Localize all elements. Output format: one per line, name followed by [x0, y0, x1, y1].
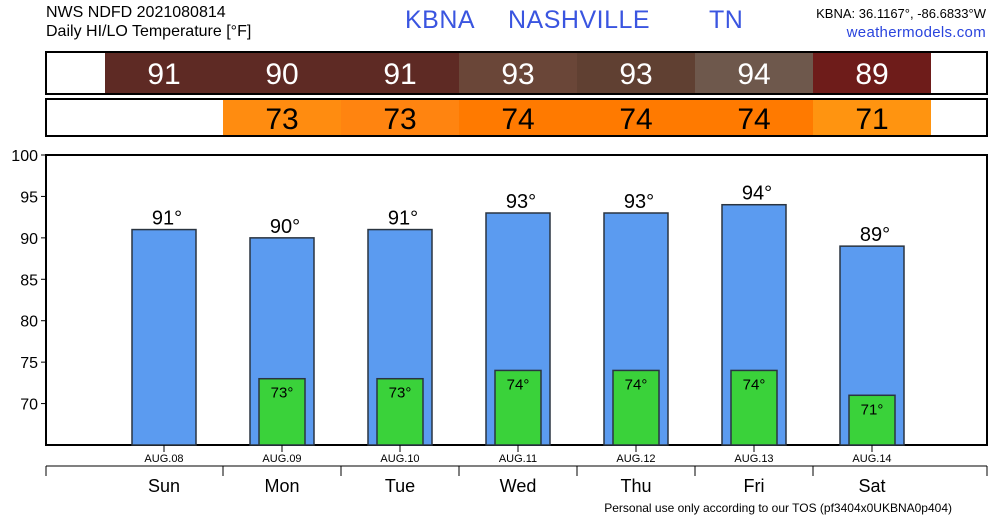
high-bar-label: 93° — [506, 191, 536, 213]
high-strip-cell — [223, 53, 341, 93]
x-day-label: Fri — [744, 476, 765, 496]
high-strip-value: 91 — [383, 58, 416, 91]
low-bar — [730, 369, 778, 446]
high-strip-cell — [105, 53, 223, 93]
x-date-label: AUG.10 — [380, 453, 419, 465]
low-bar — [258, 377, 306, 446]
low-bar-label: 71° — [861, 401, 884, 418]
station-state: TN — [708, 6, 744, 34]
low-strip-cell — [223, 100, 341, 135]
y-tick-label: 80 — [20, 314, 38, 331]
station-city: NASHVILLE — [508, 6, 651, 34]
low-bar — [848, 394, 896, 446]
x-day-label: Sat — [858, 476, 885, 496]
high-strip-value: 91 — [147, 58, 180, 91]
low-strip-cell — [695, 100, 813, 135]
low-bar — [376, 377, 424, 446]
x-day-label: Sun — [148, 476, 180, 496]
header-left: NWS NDFD 2021080814 Daily HI/LO Temperat… — [46, 3, 251, 41]
low-strip-value: 73 — [265, 103, 298, 136]
high-strip-cell — [695, 53, 813, 93]
low-strip-value: 71 — [855, 103, 888, 136]
product-label: NWS NDFD 2021080814 — [46, 4, 226, 21]
x-date-label: AUG.12 — [616, 453, 655, 465]
x-date-label: AUG.13 — [734, 453, 773, 465]
x-date-label: AUG.08 — [144, 453, 183, 465]
station-title: KBNA NASHVILLE TN — [405, 6, 743, 35]
low-strip-cell — [459, 100, 577, 135]
low-bar-label: 73° — [271, 385, 294, 402]
y-tick-label: 90 — [20, 231, 38, 248]
low-bar-label: 74° — [507, 376, 530, 393]
low-strip-value: 74 — [737, 103, 770, 136]
low-bar-label: 74° — [625, 376, 648, 393]
high-bar-label: 91° — [152, 208, 182, 230]
high-strip-cell — [459, 53, 577, 93]
y-tick-label: 100 — [11, 148, 38, 165]
high-bar-label: 93° — [624, 191, 654, 213]
x-day-label: Wed — [500, 476, 537, 496]
low-strip-cell — [577, 100, 695, 135]
high-strip-cell — [341, 53, 459, 93]
low-bar — [612, 369, 660, 446]
chart-subtitle: Daily HI/LO Temperature [°F] — [46, 23, 252, 40]
low-strip-value: 74 — [501, 103, 534, 136]
high-bar — [131, 228, 197, 446]
high-strip-cell — [813, 53, 931, 93]
low-strip-value: 74 — [619, 103, 652, 136]
x-day-label: Mon — [264, 476, 299, 496]
y-tick-label: 85 — [20, 272, 38, 289]
station-coords: KBNA: 36.1167°, -86.6833°W — [816, 6, 986, 21]
low-strip-cell — [341, 100, 459, 135]
low-bar — [494, 369, 542, 446]
station-code: KBNA — [405, 6, 476, 34]
low-bar-label: 74° — [743, 376, 766, 393]
high-bar-label: 91° — [388, 208, 418, 230]
high-bar-label: 94° — [742, 183, 772, 205]
header-right: KBNA: 36.1167°, -86.6833°W weathermodels… — [816, 4, 986, 42]
site-link[interactable]: weathermodels.com — [846, 24, 986, 41]
y-tick-label: 95 — [20, 189, 38, 206]
low-strip-value: 73 — [383, 103, 416, 136]
x-date-label: AUG.11 — [499, 453, 537, 465]
high-strip-cell — [577, 53, 695, 93]
high-strip-value: 89 — [855, 58, 888, 91]
footer-note: Personal use only according to our TOS (… — [604, 501, 952, 515]
x-day-label: Thu — [620, 476, 651, 496]
high-strip-value: 94 — [737, 58, 770, 91]
high-strip-value: 93 — [619, 58, 652, 91]
x-date-label: AUG.14 — [852, 453, 891, 465]
high-bar-label: 89° — [860, 224, 890, 246]
x-day-label: Tue — [385, 476, 415, 496]
x-date-label: AUG.09 — [262, 453, 301, 465]
high-bar-label: 90° — [270, 216, 300, 238]
low-bar-label: 73° — [389, 385, 412, 402]
low-strip-cell — [813, 100, 931, 135]
y-tick-label: 70 — [20, 397, 38, 414]
high-strip-value: 90 — [265, 58, 298, 91]
y-tick-label: 75 — [20, 355, 38, 372]
high-strip-value: 93 — [501, 58, 534, 91]
